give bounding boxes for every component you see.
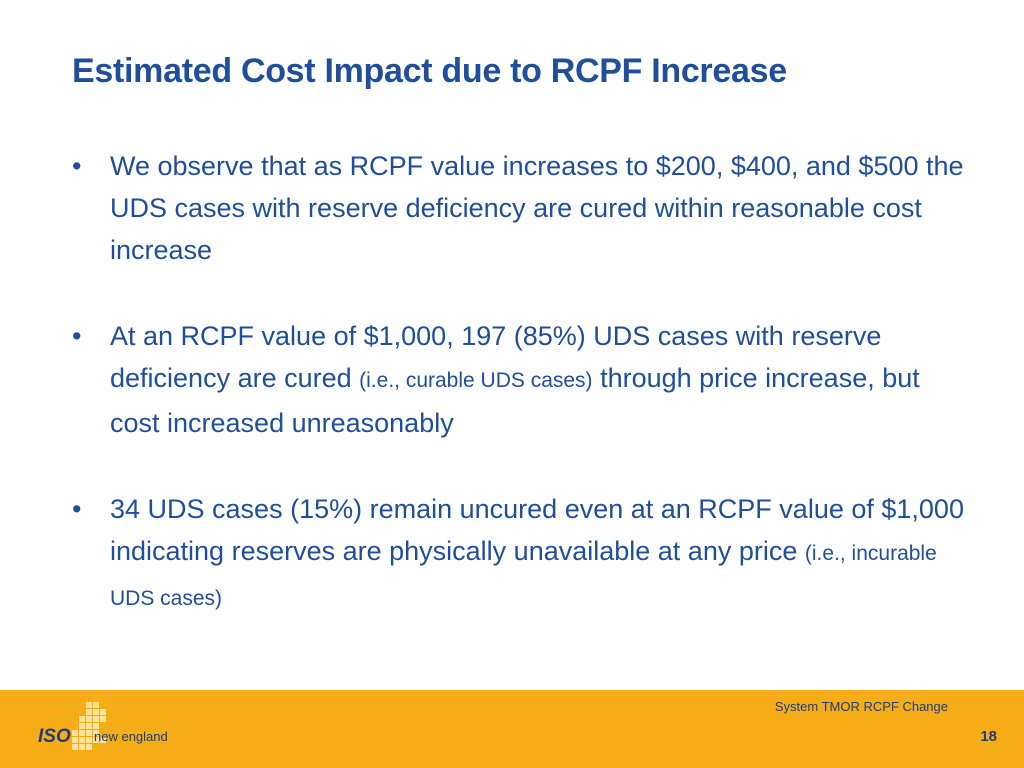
logo-region-text: new england: [94, 729, 168, 744]
logo-iso-text: ISO: [38, 726, 71, 747]
bullet-marker: •: [72, 494, 82, 524]
bullet-item: • 34 UDS cases (15%) remain uncured even…: [72, 488, 972, 620]
footer-caption: System TMOR RCPF Change: [774, 699, 948, 714]
bullet-note: (i.e., curable UDS cases): [359, 369, 593, 392]
bullet-text: At an RCPF value of $1,000, 197 (85%) UD…: [110, 321, 882, 393]
bullet-marker: •: [72, 321, 82, 351]
bullet-note: (i.e., incurable UDS cases): [110, 542, 937, 610]
slide-title: Estimated Cost Impact due to RCPF Increa…: [72, 52, 787, 90]
bullet-text: 34 UDS cases (15%) remain uncured even a…: [110, 494, 964, 566]
bullet-marker: •: [72, 151, 82, 181]
bullet-text: through price increase, but cost increas…: [110, 363, 920, 438]
iso-new-england-logo: ISO new england: [38, 700, 188, 760]
bullet-text: We observe that as RCPF value increases …: [110, 151, 964, 265]
new-england-map-icon: [72, 702, 106, 750]
page-number: 18: [980, 728, 997, 745]
footer-bar: System TMOR RCPF Change 18: [0, 690, 1024, 768]
bullet-item: • We observe that as RCPF value increase…: [72, 145, 972, 271]
bullet-item: • At an RCPF value of $1,000, 197 (85%) …: [72, 315, 972, 444]
bullet-list: • We observe that as RCPF value increase…: [72, 145, 972, 664]
